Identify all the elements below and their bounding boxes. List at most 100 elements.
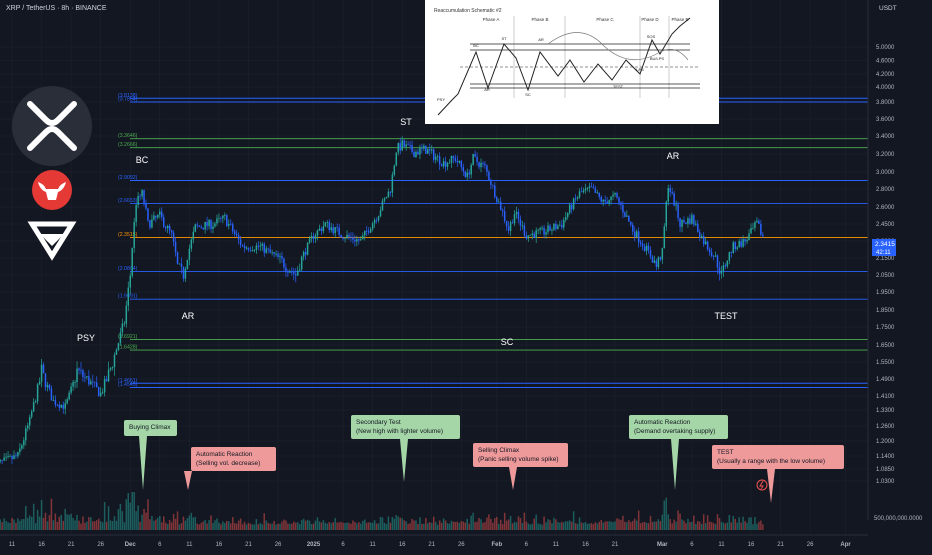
candle bbox=[752, 227, 754, 229]
price-tick: 3.8000 bbox=[876, 100, 895, 106]
candle bbox=[545, 232, 547, 235]
candle bbox=[111, 367, 114, 369]
candle bbox=[291, 271, 293, 273]
volume-bar bbox=[92, 521, 94, 530]
volume-bar bbox=[196, 523, 198, 530]
candle bbox=[206, 221, 208, 227]
candle bbox=[531, 233, 534, 235]
volume-bar bbox=[362, 520, 364, 530]
candle bbox=[157, 214, 159, 218]
candle bbox=[346, 234, 348, 239]
candle bbox=[647, 245, 650, 251]
volume-bar bbox=[533, 518, 535, 530]
time-tick: Apr bbox=[840, 542, 851, 548]
marker-ar: AR bbox=[667, 151, 680, 161]
volume-bar bbox=[379, 516, 382, 530]
volume-bar bbox=[594, 522, 597, 530]
candle bbox=[488, 171, 490, 181]
volume-bar bbox=[527, 523, 530, 530]
volume-bar bbox=[314, 520, 317, 530]
candle bbox=[107, 369, 110, 382]
volume-bar bbox=[44, 512, 47, 530]
candle bbox=[632, 224, 634, 232]
candle bbox=[557, 225, 559, 229]
volume-bar bbox=[86, 521, 88, 530]
candle bbox=[509, 222, 512, 231]
callout-box[interactable] bbox=[629, 415, 728, 439]
time-tick: 16 bbox=[748, 542, 755, 548]
candle bbox=[103, 379, 106, 393]
volume-bar bbox=[226, 520, 228, 530]
volume-bar bbox=[649, 515, 652, 530]
volume-bar bbox=[377, 523, 380, 530]
price-axis[interactable]: USDT 5.0000 4.6000 4.2000 4.0000 3.8000 3.600… bbox=[867, 0, 932, 522]
level-label: (3.3646) bbox=[118, 133, 138, 139]
price-tick: 1.8500 bbox=[876, 308, 895, 314]
volume-bar bbox=[269, 523, 271, 530]
volume-bar bbox=[369, 522, 372, 530]
candle bbox=[529, 234, 532, 236]
volume-bar bbox=[517, 516, 520, 530]
candle bbox=[387, 191, 390, 198]
volume-bar bbox=[58, 516, 61, 530]
candle bbox=[1, 460, 3, 461]
candle bbox=[202, 227, 204, 230]
volume-bar bbox=[429, 522, 431, 530]
candle bbox=[606, 201, 608, 204]
volume-bar bbox=[529, 524, 532, 530]
volume-bar bbox=[127, 492, 130, 530]
callout-box[interactable] bbox=[473, 443, 568, 467]
volume-bar bbox=[344, 522, 346, 530]
callout-box[interactable] bbox=[351, 415, 460, 439]
schematic-label: PSY bbox=[437, 97, 445, 102]
volume-bar bbox=[267, 522, 269, 530]
candle bbox=[712, 255, 715, 257]
volume-bar bbox=[147, 499, 149, 530]
candle bbox=[600, 196, 602, 202]
candle bbox=[472, 154, 474, 165]
volume-bar bbox=[103, 501, 106, 530]
candle bbox=[596, 192, 599, 194]
candle bbox=[517, 211, 520, 220]
candle bbox=[115, 349, 118, 355]
callout-box[interactable] bbox=[712, 445, 844, 469]
candle bbox=[316, 230, 319, 236]
volume-bar bbox=[162, 516, 165, 530]
candle bbox=[172, 232, 175, 242]
volume-bar bbox=[561, 521, 563, 530]
volume-bar bbox=[52, 520, 55, 530]
lightning-alert-icon[interactable] bbox=[756, 479, 768, 491]
volume-bar bbox=[21, 519, 23, 530]
volume-bar bbox=[159, 515, 161, 530]
candle bbox=[318, 228, 321, 231]
volume-bar bbox=[572, 511, 575, 530]
candle bbox=[190, 239, 193, 249]
volume-bar bbox=[350, 523, 352, 530]
candle bbox=[714, 255, 717, 257]
price-tick: 2.6000 bbox=[876, 205, 895, 211]
volume-bar bbox=[257, 524, 260, 530]
volume-bar bbox=[387, 516, 390, 530]
callout-pointer bbox=[767, 469, 775, 503]
candle bbox=[734, 242, 736, 249]
callout-box[interactable] bbox=[191, 447, 276, 471]
price-tick: 1.0850 bbox=[876, 467, 895, 473]
callout-box[interactable] bbox=[124, 420, 177, 436]
xrp-logo bbox=[12, 86, 92, 166]
candle bbox=[403, 140, 405, 147]
candle bbox=[683, 220, 685, 223]
price-tick: 3.4000 bbox=[876, 134, 895, 140]
candle bbox=[153, 215, 155, 220]
time-tick: 16 bbox=[582, 542, 589, 548]
time-axis[interactable]: 11 16 21 26 Dec 6 11 16 21 26 2025 6 11 16 21 26 Feb 6 11 1… bbox=[0, 534, 868, 550]
candle bbox=[222, 215, 224, 219]
candle bbox=[277, 253, 279, 257]
volume-bar bbox=[88, 517, 90, 530]
volume-bar bbox=[206, 523, 208, 530]
volume-bar bbox=[28, 515, 31, 530]
candle bbox=[66, 399, 68, 404]
price-tick: 1.3300 bbox=[876, 408, 895, 414]
volume-bar bbox=[391, 516, 394, 530]
candle bbox=[375, 219, 378, 221]
